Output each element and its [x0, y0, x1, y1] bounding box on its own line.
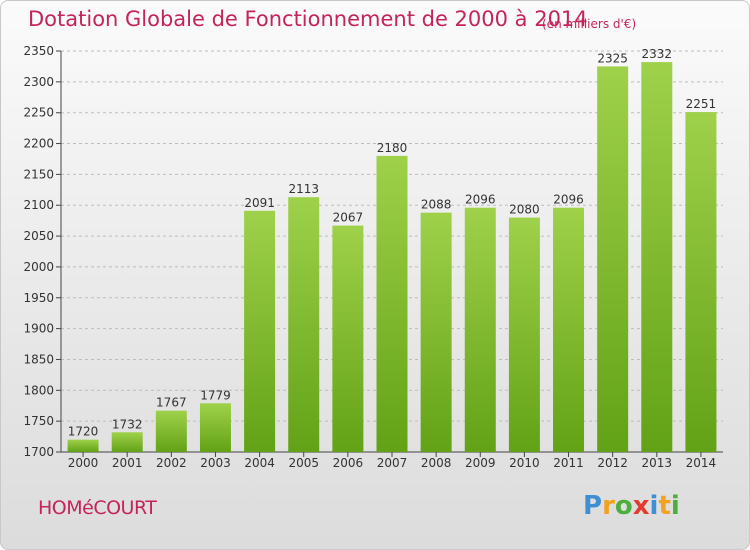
bar	[67, 439, 99, 452]
y-tick-label: 2150	[23, 167, 54, 181]
data-label: 2091	[244, 196, 275, 210]
axes: 1700 1750 1800 1850 1900 1950 2000 2050 2100 2150…	[23, 44, 723, 459]
data-label: 2325	[597, 51, 628, 65]
x-tick-label: 2007	[377, 456, 408, 470]
bar	[376, 155, 408, 452]
x-tick-label: 2011	[553, 456, 584, 470]
data-label: 1732	[112, 417, 143, 431]
data-label: 2096	[553, 193, 584, 207]
data-label: 2251	[686, 97, 717, 111]
data-label: 2332	[642, 47, 673, 61]
chart-subtitle: (en milliers d'€)	[542, 17, 637, 31]
bar	[244, 210, 276, 452]
y-tick-label: 2200	[23, 137, 54, 151]
y-tick-label: 1850	[23, 352, 54, 366]
bar	[508, 217, 540, 452]
y-tick-label: 2050	[23, 229, 54, 243]
logo-letter: i	[670, 491, 680, 521]
data-label: 2096	[465, 193, 496, 207]
bar	[332, 225, 364, 452]
bar	[199, 403, 231, 452]
data-label: 2113	[288, 182, 319, 196]
data-label: 2067	[333, 211, 364, 225]
bar	[155, 410, 187, 452]
bars	[67, 62, 717, 453]
bar	[420, 212, 452, 452]
data-label: 2080	[509, 203, 540, 217]
labels: 2000 1720 2001 1732 2002 1767 2003 1779 2004 2091…	[68, 47, 716, 470]
x-tick-label: 2001	[112, 456, 143, 470]
data-label: 2088	[421, 198, 452, 212]
data-label: 1779	[200, 388, 231, 402]
y-tick-label: 2250	[23, 106, 54, 120]
x-tick-label: 2004	[244, 456, 275, 470]
x-tick-label: 2002	[156, 456, 187, 470]
bar	[288, 197, 320, 452]
x-tick-label: 2008	[421, 456, 452, 470]
logo-letter: o	[614, 491, 633, 521]
bar	[464, 207, 496, 452]
y-tick-label: 1950	[23, 291, 54, 305]
bar	[111, 432, 143, 452]
x-tick-label: 2012	[597, 456, 628, 470]
x-tick-label: 2003	[200, 456, 231, 470]
logo-letter: t	[658, 491, 671, 521]
proxiti-logo[interactable]: Proxiti	[583, 491, 680, 521]
x-tick-label: 2005	[288, 456, 319, 470]
bar	[597, 66, 629, 452]
logo-letter: P	[583, 491, 603, 521]
x-tick-label: 2006	[333, 456, 364, 470]
bar	[553, 207, 585, 452]
logo-letter: x	[632, 491, 650, 521]
logo-letter: r	[602, 491, 615, 521]
y-tick-label: 2350	[23, 44, 54, 58]
bar	[685, 112, 717, 453]
y-tick-label: 1800	[23, 383, 54, 397]
bar	[641, 62, 673, 452]
x-tick-label: 2013	[642, 456, 673, 470]
x-tick-label: 2000	[68, 456, 99, 470]
y-tick-label: 2100	[23, 198, 54, 212]
data-label: 1720	[68, 425, 99, 439]
y-tick-label: 1900	[23, 322, 54, 336]
commune-name: HOMéCOURT	[38, 497, 157, 519]
y-tick-label: 1700	[23, 445, 54, 459]
x-tick-label: 2009	[465, 456, 496, 470]
y-tick-label: 1750	[23, 414, 54, 428]
chart-title: Dotation Globale de Fonctionnement de 20…	[28, 7, 588, 31]
logo-letter: i	[649, 491, 659, 521]
y-tick-label: 2000	[23, 260, 54, 274]
x-tick-label: 2010	[509, 456, 540, 470]
x-tick-label: 2014	[686, 456, 717, 470]
data-label: 2180	[377, 141, 408, 155]
data-label: 1767	[156, 396, 187, 410]
y-tick-label: 2300	[23, 75, 54, 89]
